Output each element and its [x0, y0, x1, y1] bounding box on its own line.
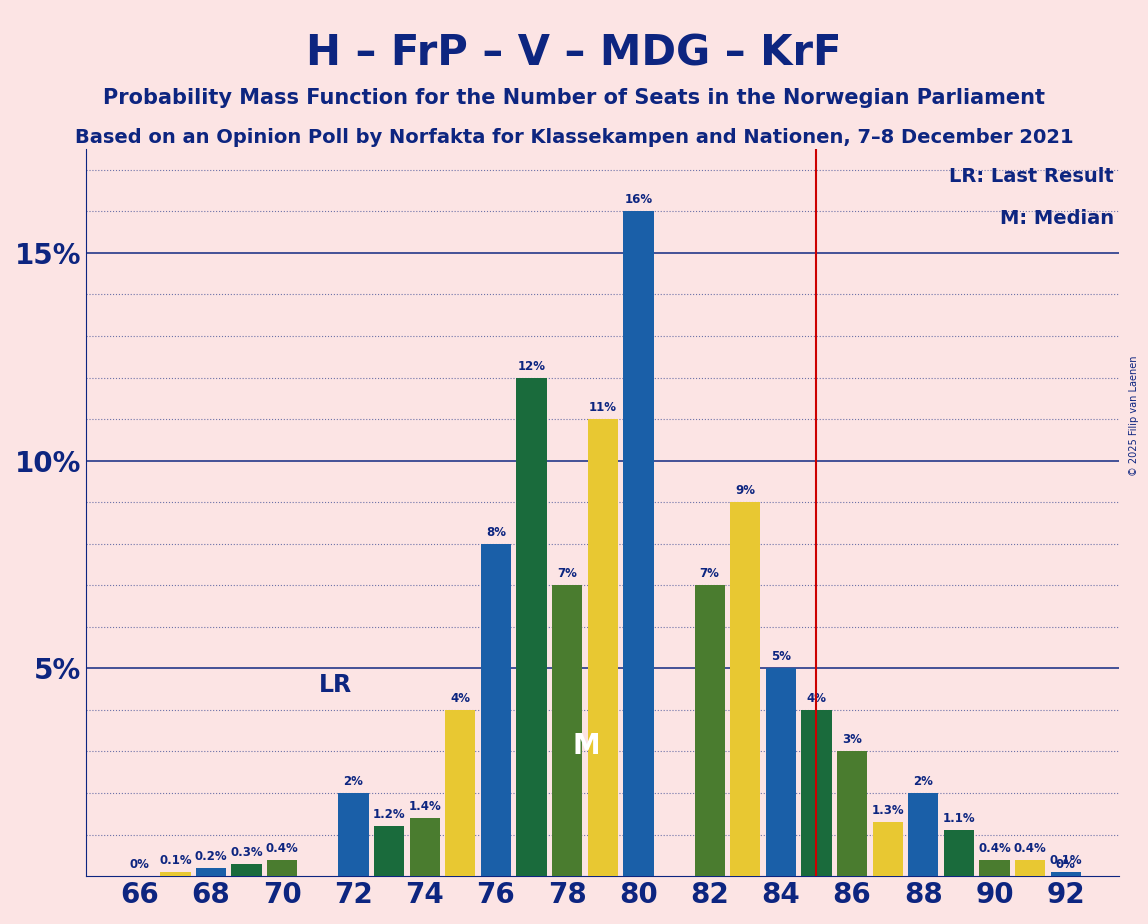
Text: 0%: 0%	[1056, 858, 1076, 871]
Text: 0%: 0%	[130, 858, 149, 871]
Text: 16%: 16%	[625, 193, 652, 206]
Bar	[730, 502, 760, 876]
Text: LR: Last Result: LR: Last Result	[949, 167, 1114, 186]
Bar	[410, 818, 440, 876]
Text: 9%: 9%	[735, 484, 755, 497]
Bar	[481, 543, 511, 876]
Text: 3%: 3%	[843, 734, 862, 747]
Text: © 2025 Filip van Laenen: © 2025 Filip van Laenen	[1130, 356, 1139, 476]
Bar	[339, 793, 369, 876]
Text: Probability Mass Function for the Number of Seats in the Norwegian Parliament: Probability Mass Function for the Number…	[103, 88, 1045, 108]
Bar	[196, 868, 226, 876]
Bar	[232, 864, 262, 876]
Text: M: M	[573, 732, 600, 760]
Text: 0.4%: 0.4%	[266, 842, 298, 855]
Bar	[872, 822, 902, 876]
Text: 1.3%: 1.3%	[871, 804, 903, 817]
Bar	[552, 585, 582, 876]
Text: 0.1%: 0.1%	[1049, 854, 1083, 867]
Text: 1.2%: 1.2%	[373, 808, 405, 821]
Bar	[1050, 872, 1081, 876]
Bar	[374, 826, 404, 876]
Text: 11%: 11%	[589, 401, 616, 414]
Bar	[267, 859, 297, 876]
Bar	[445, 710, 475, 876]
Text: M: Median: M: Median	[1000, 209, 1114, 227]
Text: 8%: 8%	[486, 526, 506, 539]
Text: 0.4%: 0.4%	[1014, 842, 1047, 855]
Bar	[979, 859, 1010, 876]
Bar	[695, 585, 724, 876]
Text: LR: LR	[319, 674, 352, 698]
Text: 0.1%: 0.1%	[160, 854, 192, 867]
Text: 0.2%: 0.2%	[195, 850, 227, 863]
Bar	[161, 872, 191, 876]
Text: Based on an Opinion Poll by Norfakta for Klassekampen and Nationen, 7–8 December: Based on an Opinion Poll by Norfakta for…	[75, 128, 1073, 147]
Text: 5%: 5%	[770, 650, 791, 663]
Text: 7%: 7%	[699, 567, 720, 580]
Bar	[766, 668, 796, 876]
Text: 12%: 12%	[518, 359, 545, 372]
Bar	[801, 710, 831, 876]
Bar	[588, 419, 618, 876]
Bar	[517, 378, 546, 876]
Bar	[837, 751, 867, 876]
Text: 4%: 4%	[450, 692, 471, 705]
Bar	[944, 831, 975, 876]
Text: 0.3%: 0.3%	[231, 845, 263, 858]
Text: 0.4%: 0.4%	[978, 842, 1011, 855]
Bar	[908, 793, 938, 876]
Text: 1.4%: 1.4%	[409, 800, 441, 813]
Text: 2%: 2%	[343, 775, 364, 788]
Text: 1.1%: 1.1%	[943, 812, 976, 825]
Text: H – FrP – V – MDG – KrF: H – FrP – V – MDG – KrF	[307, 32, 841, 74]
Bar	[1015, 859, 1046, 876]
Text: 7%: 7%	[557, 567, 577, 580]
Text: 4%: 4%	[807, 692, 827, 705]
Text: 2%: 2%	[914, 775, 933, 788]
Bar	[623, 212, 653, 876]
